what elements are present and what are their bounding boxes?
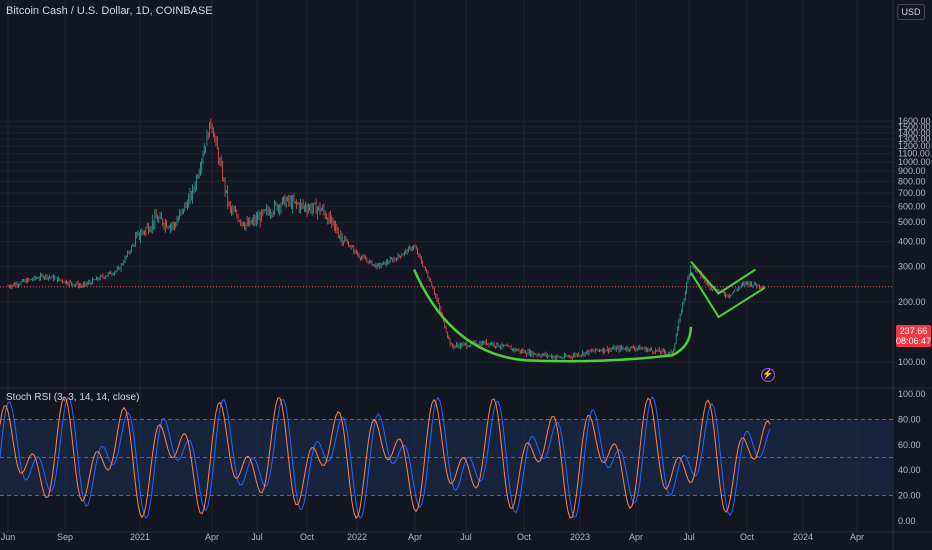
bar-countdown: 08:06:47: [896, 336, 932, 346]
stoch-tick-label: 80.00: [898, 414, 921, 424]
stoch-tick-label: 100.00: [898, 389, 926, 399]
cup-pattern-curve: [412, 269, 693, 363]
time-tick-label: Apr: [850, 532, 864, 542]
price-tick-label: 100.00: [898, 357, 926, 367]
time-tick-label: Jul: [683, 532, 695, 542]
time-tick-label: Oct: [517, 532, 532, 542]
price-tick-label: 1200.00: [898, 141, 931, 151]
time-tick-label: 2023: [570, 532, 590, 542]
currency-button[interactable]: USD: [897, 4, 925, 20]
price-tick-label: 1600.00: [898, 116, 931, 126]
price-tick-label: 1000.00: [898, 157, 931, 167]
price-tick-label: 1100.00: [898, 149, 930, 159]
stoch-k-line: [0, 395, 771, 520]
stoch-tick-label: 0.00: [898, 516, 916, 526]
price-tick-label: 600.00: [898, 201, 926, 211]
indicator-label[interactable]: Stoch RSI (3, 3, 14, 14, close): [6, 392, 140, 403]
price-tick-label: 700.00: [898, 188, 926, 198]
time-tick-label: Oct: [740, 532, 755, 542]
price-tick-label: 1400.00: [898, 128, 931, 138]
price-tick-label: 500.00: [898, 217, 926, 227]
time-tick-label: 2022: [347, 532, 367, 542]
price-tick-label: 200.00: [898, 297, 926, 307]
price-tick-label: 900.00: [898, 166, 926, 176]
price-tick-label: 800.00: [898, 176, 926, 186]
stoch-d-line: [0, 395, 771, 519]
time-tick-label: 2021: [130, 532, 150, 542]
stoch-tick-label: 60.00: [898, 440, 921, 450]
time-tick-label: Oct: [300, 532, 315, 542]
price-tick-label: 400.00: [898, 237, 926, 247]
time-tick-label: 2024: [793, 532, 813, 542]
time-tick-label: Apr: [408, 532, 422, 542]
time-tick-label: Apr: [205, 532, 219, 542]
stoch-tick-label: 20.00: [898, 491, 921, 501]
last-price: 237.66: [899, 326, 928, 336]
price-tick-label: 1300.00: [898, 134, 931, 144]
flag-pattern-lower: [690, 272, 766, 319]
symbol-title: Bitcoin Cash / U.S. Dollar, 1D, COINBASE: [6, 5, 213, 17]
last-price-tag: 237.66 08:06:47: [896, 325, 931, 347]
stoch-tick-label: 40.00: [898, 465, 921, 475]
time-tick-label: Apr: [629, 532, 643, 542]
time-tick-label: Jul: [251, 532, 263, 542]
price-tick-label: 1500.00: [898, 122, 931, 132]
flag-pattern-upper: [690, 260, 757, 295]
price-tick-label: 300.00: [898, 262, 926, 272]
time-tick-label: Jul: [460, 532, 472, 542]
time-tick-label: Jun: [1, 532, 16, 542]
time-tick-label: Sep: [57, 532, 73, 542]
lightning-icon[interactable]: ⚡: [761, 368, 775, 382]
